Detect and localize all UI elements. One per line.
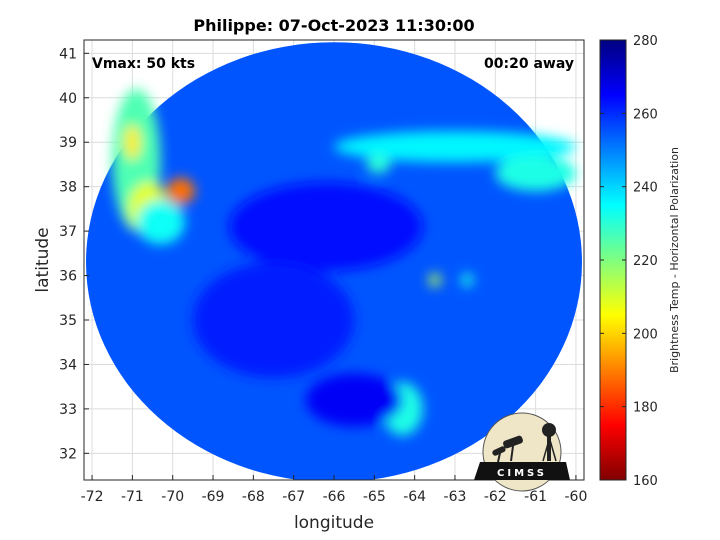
feature-blob <box>229 182 423 272</box>
feature-blob <box>124 124 141 160</box>
colorbar-tick-label: 160 <box>633 474 658 489</box>
chart-title: Philippe: 07-Oct-2023 11:30:00 <box>193 16 474 35</box>
x-tick-label: -63 <box>444 489 467 505</box>
x-tick-label: -71 <box>121 489 144 505</box>
y-tick-label: 41 <box>59 46 77 62</box>
y-tick-label: 37 <box>59 224 77 240</box>
feature-blob <box>192 262 355 378</box>
feature-blob <box>366 155 391 174</box>
colorbar-ticks: 280 260 240 220 200 180 160 <box>600 34 658 489</box>
colorbar-tick-label: 260 <box>633 107 658 122</box>
colorbar-label: Brightness Temp - Horizontal Polarizatio… <box>668 147 681 373</box>
x-tick-label: -67 <box>282 489 305 505</box>
colorbar-gradient <box>599 39 627 481</box>
colorbar-tick-label: 220 <box>633 254 658 269</box>
x-tick-label: -68 <box>242 489 265 505</box>
colorbar-tick-label: 240 <box>633 181 658 196</box>
x-tick-label: -60 <box>564 489 587 505</box>
feature-blob <box>428 273 441 287</box>
x-axis-label: longitude <box>294 513 374 533</box>
y-tick-label: 36 <box>59 269 77 285</box>
feature-blob <box>334 131 576 163</box>
colorbar-tick-label: 200 <box>633 327 658 342</box>
plot-area: -72 -71 -70 -69 -68 -67 -66 -65 -64 -63 -62 -61 -60 … <box>59 39 587 505</box>
cimss-logo: CIMSS <box>474 412 570 492</box>
feature-blob <box>495 155 576 192</box>
x-tick-label: -61 <box>524 489 547 505</box>
y-tick-label: 40 <box>59 91 77 107</box>
y-tick-label: 34 <box>59 357 77 373</box>
feature-blob <box>166 177 195 205</box>
x-axis: -72 -71 -70 -69 -68 -67 -66 -65 -64 -63 -62 -61 -60 <box>81 475 587 505</box>
y-axis: 32 33 34 35 36 37 38 39 40 41 <box>59 46 89 462</box>
colorbar-tick-label: 180 <box>633 401 658 416</box>
annotation-away: 00:20 away <box>484 56 574 72</box>
x-tick-label: -69 <box>202 489 225 505</box>
logo-text: CIMSS <box>497 468 547 479</box>
feature-blob <box>136 200 185 245</box>
x-tick-label: -66 <box>323 489 346 505</box>
x-tick-label: -64 <box>403 489 426 505</box>
feature-blob <box>305 373 403 427</box>
x-tick-label: -65 <box>363 489 386 505</box>
feature-blob <box>461 273 474 287</box>
y-tick-label: 33 <box>59 402 77 418</box>
features <box>112 88 576 436</box>
x-tick-label: -72 <box>81 489 104 505</box>
x-tick-label: -62 <box>484 489 507 505</box>
y-tick-label: 35 <box>59 313 77 329</box>
y-tick-label: 32 <box>59 446 77 462</box>
y-tick-label: 39 <box>59 135 77 151</box>
colorbar: 280 260 240 220 200 180 160 Brightness Temp - … <box>599 34 681 489</box>
annotation-vmax: Vmax: 50 kts <box>92 56 195 72</box>
colorbar-tick-label: 280 <box>633 34 658 49</box>
y-tick-label: 38 <box>59 180 77 196</box>
x-tick-label: -70 <box>161 489 184 505</box>
y-axis-label: latitude <box>33 227 53 292</box>
